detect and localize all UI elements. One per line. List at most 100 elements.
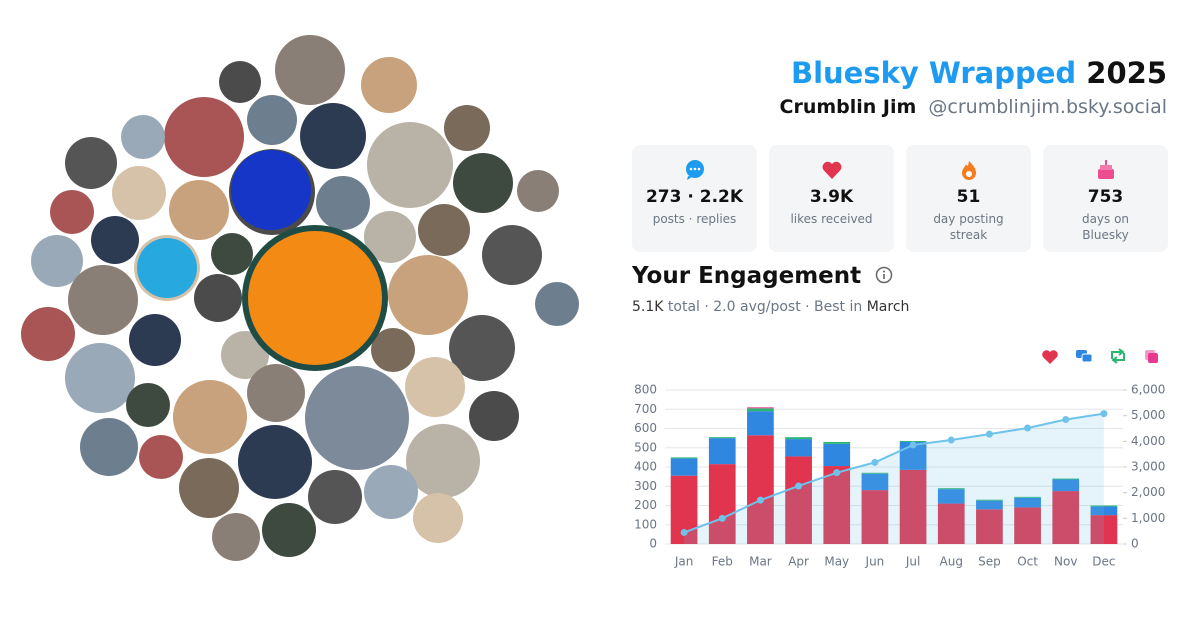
x-tick-label: Sep	[978, 555, 1001, 569]
year: 2025	[1086, 56, 1167, 90]
line	[683, 412, 1105, 534]
stat-label: likes received	[790, 212, 873, 226]
avatar	[305, 366, 409, 470]
bar-segment	[1014, 497, 1041, 508]
avatar	[361, 57, 417, 113]
bar-segment	[747, 407, 774, 409]
avatar	[444, 105, 490, 151]
avatar	[21, 307, 75, 361]
summary-text: total · 2.0 avg/post · Best in	[667, 299, 863, 315]
stat-label: day posting streak	[933, 212, 1004, 242]
x-tick-label: Aug	[940, 555, 963, 569]
legend-icon[interactable]	[1111, 348, 1125, 364]
avatar	[247, 364, 305, 422]
y2-tick-label: 5,000	[1131, 408, 1165, 422]
user: Crumblin Jim @crumblinjim.bsky.social	[780, 96, 1168, 118]
line-area	[684, 413, 1104, 544]
x-tick-label: Mar	[749, 555, 772, 569]
avatar	[179, 458, 239, 518]
avatar	[371, 328, 415, 372]
avatar	[364, 211, 416, 263]
avatar	[482, 225, 542, 285]
line-point	[985, 430, 993, 438]
line-point	[1062, 416, 1070, 424]
legend-icon[interactable]	[1042, 350, 1058, 364]
avatar	[535, 282, 579, 326]
stats: 273 · 2.2K posts · replies 3.9K likes rece…	[632, 145, 1168, 252]
bar-segment	[747, 435, 774, 544]
avatar	[388, 255, 468, 335]
stat-value: 753	[1087, 187, 1124, 207]
line-point	[833, 469, 841, 477]
avatar	[65, 343, 135, 413]
line-point	[871, 458, 879, 466]
avatar	[219, 61, 261, 103]
y-tick-label: 700	[634, 402, 657, 416]
avatar	[300, 103, 366, 169]
line-point	[680, 528, 688, 536]
info-icon[interactable]	[875, 266, 893, 284]
avatar	[275, 35, 345, 105]
stat-label: days on Bluesky	[1081, 212, 1130, 242]
y-tick-label: 100	[634, 517, 657, 531]
icon	[685, 160, 704, 180]
y2-tick-label: 1,000	[1131, 511, 1165, 525]
stat-value: 51	[956, 187, 981, 207]
avatar	[173, 380, 247, 454]
x-tick-label: May	[824, 555, 849, 569]
stat-label: posts · replies	[652, 212, 737, 226]
avatar	[211, 233, 253, 275]
avatar	[31, 235, 83, 287]
bar-segment	[1090, 515, 1118, 544]
legend-icon[interactable]	[1145, 350, 1158, 363]
bar-segment	[899, 469, 927, 544]
avatar	[221, 331, 269, 379]
avatar	[418, 204, 470, 256]
handle[interactable]: @crumblinjim.bsky.social	[928, 96, 1167, 118]
bar-segment	[861, 490, 889, 544]
stat-card: 753 days on Bluesky	[1043, 145, 1168, 252]
avatar	[68, 265, 138, 335]
bar-segment	[976, 500, 1003, 510]
line-point	[909, 441, 917, 449]
y-tick-label: 500	[634, 440, 657, 454]
x-tick-label: Feb	[712, 555, 733, 569]
avatar	[406, 424, 480, 498]
y-tick-label: 200	[634, 498, 657, 512]
section-title: Your Engagement	[632, 263, 893, 289]
avatar	[238, 425, 312, 499]
bar-segment	[785, 437, 812, 440]
icon	[1097, 160, 1114, 179]
summary-best: March	[866, 299, 910, 315]
avatar	[247, 95, 297, 145]
bar-segment	[1052, 491, 1080, 544]
bar-segment	[708, 438, 736, 465]
line-point	[795, 482, 803, 490]
line-point	[947, 436, 955, 444]
legend-icon[interactable]	[1076, 350, 1093, 363]
x-tick-label: Oct	[1017, 555, 1038, 569]
bar-segment	[1052, 479, 1080, 492]
bar-segment	[861, 473, 889, 491]
avatar	[453, 153, 513, 213]
bar-segment	[747, 408, 774, 412]
x-tick-label: Apr	[788, 555, 809, 569]
avatar	[112, 166, 166, 220]
avatar	[164, 97, 244, 177]
avatar	[262, 503, 316, 557]
y-tick-label: 600	[634, 421, 657, 435]
avatar	[212, 513, 260, 561]
line-point	[1024, 424, 1032, 432]
avatar	[137, 238, 197, 298]
bar-segment	[823, 443, 851, 467]
icon	[961, 161, 976, 180]
avatar	[80, 418, 138, 476]
y2-tick-label: 3,000	[1131, 460, 1165, 474]
x-tick-label: Nov	[1054, 555, 1077, 569]
avatar	[413, 493, 463, 543]
line-point	[756, 496, 764, 504]
avatar	[449, 315, 515, 381]
avatar	[126, 383, 170, 427]
y-tick-label: 400	[634, 460, 657, 474]
bar-segment	[937, 489, 965, 504]
